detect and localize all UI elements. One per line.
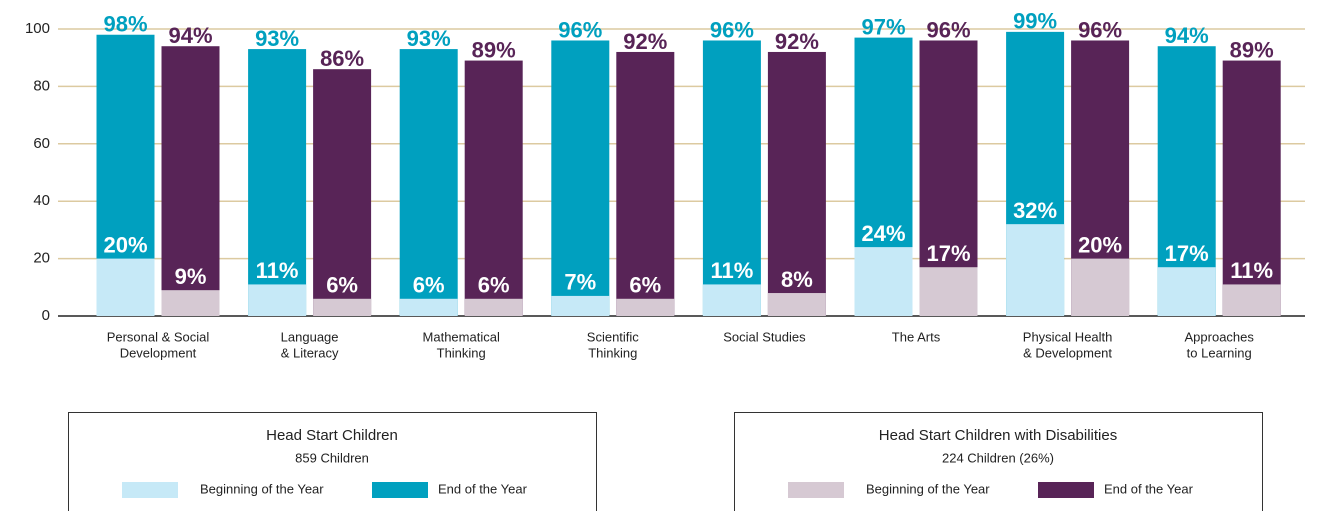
- legend-swatch: [788, 482, 844, 498]
- value-label: 96%: [926, 17, 970, 42]
- value-label: 93%: [407, 26, 451, 51]
- value-label: 6%: [326, 273, 358, 298]
- legend-swatch: [372, 482, 428, 498]
- y-tick-label: 80: [33, 77, 50, 94]
- value-label: 92%: [623, 29, 667, 54]
- x-tick-label: The Arts: [892, 329, 941, 344]
- value-label: 93%: [255, 26, 299, 51]
- y-tick-label: 0: [42, 307, 50, 324]
- y-tick-label: 40: [33, 192, 50, 209]
- value-label: 98%: [103, 12, 147, 37]
- value-label: 6%: [629, 273, 661, 298]
- value-label: 7%: [564, 270, 596, 295]
- value-label: 17%: [1165, 241, 1209, 266]
- bar: [1222, 284, 1281, 316]
- bar: [96, 258, 155, 316]
- y-tick-label: 60: [33, 135, 50, 152]
- value-label: 20%: [103, 232, 147, 257]
- bar: [161, 290, 220, 316]
- value-label: 6%: [413, 273, 445, 298]
- value-label: 20%: [1078, 232, 1122, 257]
- bar: [702, 40, 761, 316]
- legend-label: End of the Year: [438, 481, 528, 496]
- legend-box: [734, 412, 1263, 511]
- legend-subtitle: 859 Children: [295, 450, 369, 465]
- bar: [464, 298, 523, 316]
- value-label: 96%: [558, 17, 602, 42]
- x-tick-label: & Development: [1023, 345, 1112, 360]
- bar: [551, 295, 610, 316]
- bar: [854, 247, 913, 316]
- value-label: 11%: [256, 258, 299, 283]
- y-tick-label: 20: [33, 250, 50, 267]
- bar: [399, 49, 458, 317]
- bar: [464, 60, 523, 316]
- bar: [399, 298, 458, 316]
- value-label: 86%: [320, 46, 364, 71]
- value-label: 92%: [775, 29, 819, 54]
- bar: [616, 298, 675, 316]
- value-label: 97%: [861, 14, 905, 39]
- bar: [161, 46, 220, 316]
- bar: [702, 284, 761, 316]
- value-label: 32%: [1013, 198, 1057, 223]
- x-tick-label: Development: [120, 345, 197, 360]
- bar: [313, 69, 372, 317]
- x-tick-label: Personal & Social: [107, 329, 210, 344]
- value-label: 94%: [168, 23, 212, 48]
- bar: [248, 49, 307, 317]
- value-label: 17%: [926, 241, 970, 266]
- x-tick-label: Language: [281, 329, 339, 344]
- x-tick-label: Social Studies: [723, 329, 806, 344]
- legend-box: [68, 412, 597, 511]
- x-tick-label: Physical Health: [1023, 329, 1113, 344]
- value-label: 94%: [1165, 23, 1209, 48]
- bar: [919, 267, 978, 316]
- value-label: 9%: [175, 264, 207, 289]
- legend-label: Beginning of the Year: [200, 481, 324, 496]
- legend-swatch: [1038, 482, 1094, 498]
- x-tick-label: & Literacy: [281, 345, 339, 360]
- bar: [1157, 267, 1216, 316]
- value-label: 6%: [478, 273, 510, 298]
- x-tick-label: Scientific: [587, 329, 640, 344]
- bar: [767, 51, 826, 317]
- value-label: 96%: [1078, 17, 1122, 42]
- bar: [616, 51, 675, 317]
- bar: [1222, 60, 1281, 316]
- x-tick-label: to Learning: [1187, 345, 1252, 360]
- x-tick-label: Thinking: [588, 345, 637, 360]
- bar: [1006, 224, 1065, 316]
- bar: [313, 298, 372, 316]
- legend-title: Head Start Children with Disabilities: [879, 427, 1117, 444]
- value-label: 24%: [861, 221, 905, 246]
- value-label: 8%: [781, 267, 813, 292]
- value-label: 89%: [472, 37, 516, 62]
- x-tick-label: Approaches: [1185, 329, 1255, 344]
- x-tick-label: Thinking: [437, 345, 486, 360]
- bar: [551, 40, 610, 316]
- y-tick-label: 100: [25, 20, 50, 37]
- value-label: 11%: [1230, 258, 1273, 283]
- value-label: 11%: [710, 258, 753, 283]
- x-tick-label: Mathematical: [423, 329, 500, 344]
- legend-subtitle: 224 Children (26%): [942, 450, 1054, 465]
- legend-label: Beginning of the Year: [866, 481, 990, 496]
- value-label: 99%: [1013, 9, 1057, 34]
- bar: [767, 293, 826, 316]
- legend-swatch: [122, 482, 178, 498]
- legend-label: End of the Year: [1104, 481, 1194, 496]
- value-label: 89%: [1230, 37, 1274, 62]
- bar: [1071, 258, 1130, 316]
- legend-title: Head Start Children: [266, 427, 398, 444]
- bar: [248, 284, 307, 316]
- value-label: 96%: [710, 17, 754, 42]
